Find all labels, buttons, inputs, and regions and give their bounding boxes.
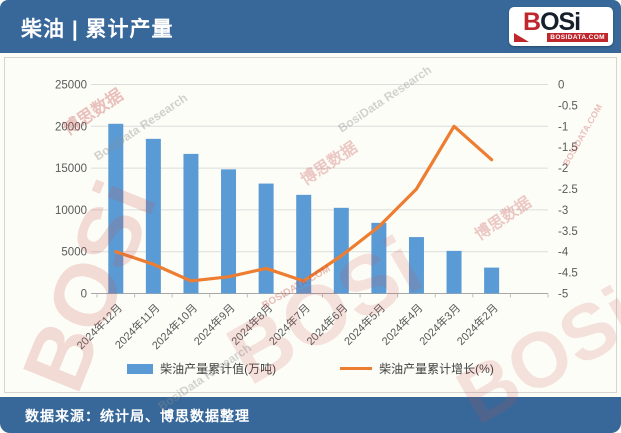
bar-2024年10月: [183, 153, 199, 294]
left-axis-tick-label: 5000: [61, 247, 87, 259]
bosi-logo: BOSi BOSIDATA.COM: [509, 7, 613, 46]
right-axis-tick-label: -0.5: [558, 100, 578, 112]
logo-text: BOSi: [523, 8, 581, 36]
bar-2024年3月: [446, 250, 462, 294]
footer-bar: 数据来源：统计局、博思数据整理: [0, 397, 621, 433]
bar-2024年11月: [145, 138, 161, 294]
legend-item-bars: 柴油产量累计值(万吨): [127, 360, 276, 377]
legend-item-line: 柴油产量累计增长(%): [340, 360, 494, 377]
right-axis-tick-label: -3.5: [558, 226, 578, 238]
line-series-swatch: [340, 367, 373, 370]
left-axis-tick-label: 15000: [55, 163, 87, 175]
bar-series-label: 柴油产量累计值(万吨): [160, 362, 277, 376]
chart-panel: 0 5000 10000 15000 20000 25000 0 -0.5 -1 -1.5 -2 -2…: [4, 57, 617, 393]
left-axis-tick-label: 10000: [55, 205, 87, 217]
right-axis-tick-label: -4: [558, 247, 569, 259]
right-axis-tick-label: -1: [558, 121, 568, 133]
right-axis-tick-label: -2.5: [558, 184, 578, 196]
right-axis-tick-label: -4.5: [558, 268, 578, 280]
chart-legend: 柴油产量累计值(万吨) 柴油产量累计增长(%): [5, 360, 616, 377]
left-axis-tick-label: 0: [81, 289, 87, 301]
bar-2024年7月: [296, 194, 312, 294]
bar-2024年8月: [258, 183, 274, 294]
x-axis-category-label: 2024年2月: [454, 301, 501, 348]
logo-domain: BOSIDATA.COM: [547, 33, 608, 42]
bar-2024年4月: [408, 237, 424, 294]
left-axis-tick-label: 20000: [55, 121, 87, 133]
right-axis-tick-label: -5: [558, 289, 568, 301]
bar-2024年9月: [221, 169, 237, 294]
left-axis-tick-label: 25000: [55, 80, 87, 92]
right-axis-tick-label: -3: [558, 205, 568, 217]
bar-2024年5月: [371, 222, 387, 294]
right-axis-tick-label: -2: [558, 163, 568, 175]
bar-2024年2月: [484, 267, 500, 294]
right-axis-tick-label: 0: [558, 80, 564, 92]
header-bar: 柴油 | 累计产量 BOSi BOSIDATA.COM: [0, 0, 621, 53]
production-chart: 0 5000 10000 15000 20000 25000 0 -0.5 -1 -1.5 -2 -2…: [55, 80, 578, 353]
page-title: 柴油 | 累计产量: [21, 18, 174, 41]
bar-2024年6月: [333, 207, 349, 294]
right-axis-tick-label: -1.5: [558, 142, 578, 154]
bar-series-swatch: [127, 363, 154, 374]
data-source-text: 数据来源：统计局、博思数据整理: [25, 408, 250, 424]
bar-2024年12月: [108, 123, 124, 294]
growth-line: [114, 124, 494, 283]
line-series-label: 柴油产量累计增长(%): [379, 362, 494, 376]
logo-arrow-icon: [514, 33, 529, 42]
